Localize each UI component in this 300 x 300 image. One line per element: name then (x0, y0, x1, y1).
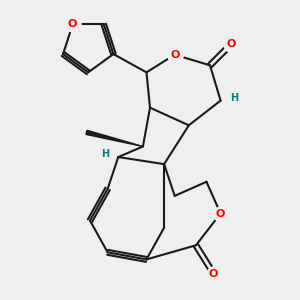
Text: O: O (226, 39, 236, 49)
Text: O: O (216, 208, 225, 218)
Text: O: O (209, 268, 218, 278)
Polygon shape (86, 130, 143, 146)
Text: O: O (68, 20, 77, 29)
Text: H: H (230, 93, 238, 103)
Text: H: H (101, 148, 109, 158)
Text: O: O (170, 50, 179, 60)
